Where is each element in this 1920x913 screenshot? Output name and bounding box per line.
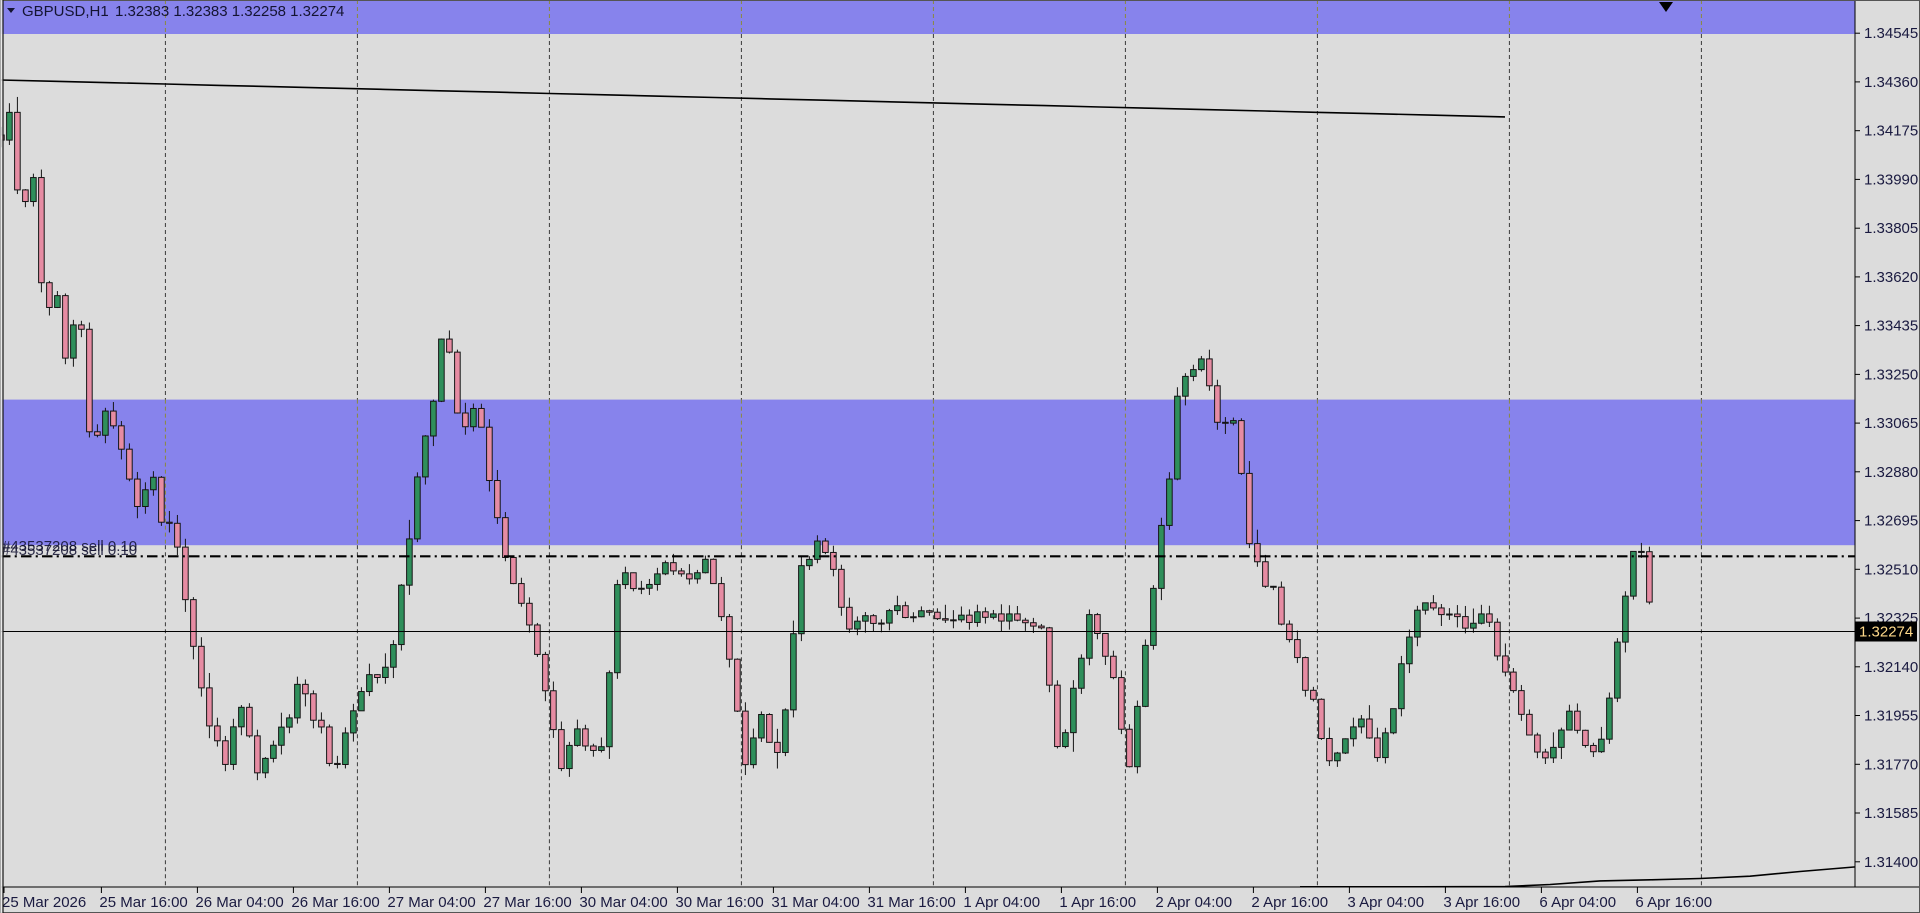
svg-text:30 Mar 04:00: 30 Mar 04:00 bbox=[579, 894, 667, 911]
svg-text:1.31585: 1.31585 bbox=[1864, 805, 1918, 822]
svg-text:1.32695: 1.32695 bbox=[1864, 513, 1918, 530]
svg-text:1.33435: 1.33435 bbox=[1864, 318, 1918, 335]
svg-text:1.32383 1.32383 1.32258 1.3227: 1.32383 1.32383 1.32258 1.32274 bbox=[115, 3, 344, 20]
svg-text:1.31770: 1.31770 bbox=[1864, 756, 1918, 773]
svg-text:3 Apr 16:00: 3 Apr 16:00 bbox=[1443, 894, 1520, 911]
svg-text:27 Mar 04:00: 27 Mar 04:00 bbox=[387, 894, 475, 911]
svg-text:1.34175: 1.34175 bbox=[1864, 123, 1918, 140]
svg-text:27 Mar 16:00: 27 Mar 16:00 bbox=[483, 894, 571, 911]
svg-text:30 Mar 16:00: 30 Mar 16:00 bbox=[675, 894, 763, 911]
svg-text:1 Apr 04:00: 1 Apr 04:00 bbox=[963, 894, 1040, 911]
svg-text:25 Mar 16:00: 25 Mar 16:00 bbox=[99, 894, 187, 911]
svg-text:3 Apr 04:00: 3 Apr 04:00 bbox=[1347, 894, 1424, 911]
svg-text:2 Apr 04:00: 2 Apr 04:00 bbox=[1155, 894, 1232, 911]
svg-text:2 Apr 16:00: 2 Apr 16:00 bbox=[1251, 894, 1328, 911]
svg-text:1.32880: 1.32880 bbox=[1864, 464, 1918, 481]
svg-text:#43537208 sell 0.10: #43537208 sell 0.10 bbox=[2, 542, 137, 559]
svg-text:1.32510: 1.32510 bbox=[1864, 561, 1918, 578]
svg-text:1.33805: 1.33805 bbox=[1864, 220, 1918, 237]
svg-text:26 Mar 04:00: 26 Mar 04:00 bbox=[195, 894, 283, 911]
svg-text:1.34360: 1.34360 bbox=[1864, 74, 1918, 91]
svg-text:1 Apr 16:00: 1 Apr 16:00 bbox=[1059, 894, 1136, 911]
svg-text:25 Mar 2026: 25 Mar 2026 bbox=[2, 894, 86, 911]
svg-text:1.33990: 1.33990 bbox=[1864, 171, 1918, 188]
svg-text:31 Mar 16:00: 31 Mar 16:00 bbox=[867, 894, 955, 911]
svg-text:6 Apr 04:00: 6 Apr 04:00 bbox=[1539, 894, 1616, 911]
svg-text:1.31400: 1.31400 bbox=[1864, 854, 1918, 871]
svg-text:1.33620: 1.33620 bbox=[1864, 269, 1918, 286]
svg-text:1.31955: 1.31955 bbox=[1864, 708, 1918, 725]
svg-text:1.32274: 1.32274 bbox=[1859, 624, 1913, 641]
svg-text:31 Mar 04:00: 31 Mar 04:00 bbox=[771, 894, 859, 911]
svg-text:GBPUSD,H1: GBPUSD,H1 bbox=[22, 3, 109, 20]
svg-text:1.34545: 1.34545 bbox=[1864, 25, 1918, 42]
svg-text:26 Mar 16:00: 26 Mar 16:00 bbox=[291, 894, 379, 911]
svg-text:6 Apr 16:00: 6 Apr 16:00 bbox=[1635, 894, 1712, 911]
svg-text:1.33065: 1.33065 bbox=[1864, 415, 1918, 432]
svg-text:1.32140: 1.32140 bbox=[1864, 659, 1918, 676]
svg-text:1.33250: 1.33250 bbox=[1864, 366, 1918, 383]
